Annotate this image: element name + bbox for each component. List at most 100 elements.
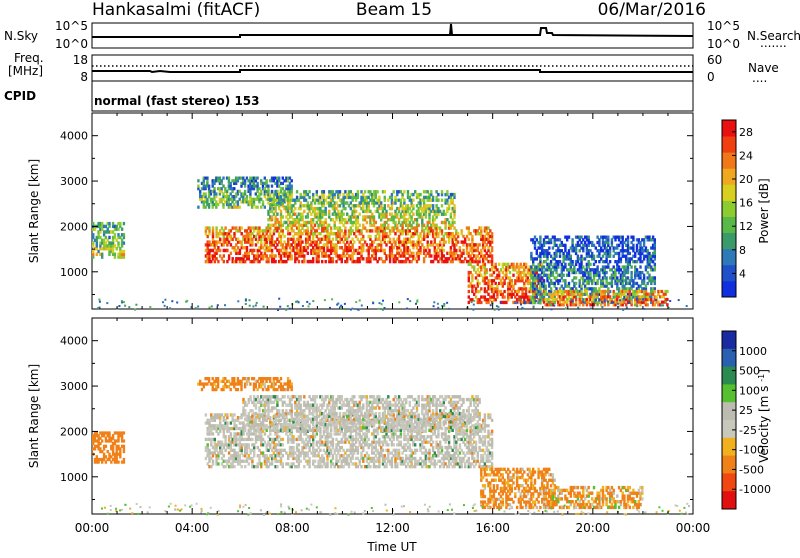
heatmap-cell: [101, 439, 103, 442]
heatmap-cell: [527, 302, 529, 304]
heatmap-cell: [274, 254, 276, 257]
heatmap-cell: [498, 263, 500, 266]
heatmap-cell: [564, 279, 566, 282]
power-colorbar-label: Power [dB]: [757, 178, 771, 243]
colorbar-tick-label: 4: [739, 267, 746, 280]
heatmap-cell: [384, 190, 386, 193]
heatmap-cell: [223, 254, 225, 257]
heatmap-cell: [245, 303, 247, 305]
heatmap-cell: [260, 462, 262, 465]
heatmap-cell: [371, 229, 373, 232]
heatmap-cell: [378, 308, 380, 310]
heatmap-cell: [588, 236, 590, 239]
freq-left-tick-top: 18: [73, 53, 88, 67]
heatmap-cell: [262, 200, 264, 203]
heatmap-cell: [433, 301, 435, 303]
heatmap-cell: [430, 190, 432, 193]
nsky-strip: N.Sky 10^5 10^0 10^5 10^0 N.Search .....…: [4, 19, 800, 51]
heatmap-cell: [328, 224, 330, 227]
heatmap-cell: [575, 276, 577, 279]
heatmap-cell: [331, 298, 333, 300]
heatmap-cell: [564, 244, 566, 247]
heatmap-cell: [337, 303, 339, 305]
heatmap-cell: [491, 246, 493, 249]
heatmap-cell: [376, 190, 378, 193]
heatmap-cell: [430, 254, 432, 257]
heatmap-cell: [605, 276, 607, 279]
heatmap-cell: [462, 249, 464, 252]
heatmap-cell: [303, 210, 305, 213]
heatmap-cell: [212, 226, 214, 229]
heatmap-cell: [540, 302, 542, 304]
heatmap-cell: [468, 238, 470, 241]
y-tick-label: 3000: [60, 175, 88, 188]
heatmap-cell: [473, 304, 475, 306]
heatmap-cell: [437, 193, 439, 196]
heatmap-cell: [162, 301, 164, 303]
heatmap-cell: [292, 446, 294, 449]
heatmap-cell: [622, 309, 624, 311]
heatmap-cell: [164, 299, 166, 301]
heatmap-cell: [568, 236, 570, 239]
heatmap-cell: [412, 213, 414, 216]
heatmap-cell: [512, 274, 514, 277]
heatmap-cell: [351, 308, 353, 310]
heatmap-cell: [666, 303, 668, 306]
heatmap-cell: [123, 439, 125, 442]
heatmap-cell: [176, 302, 178, 304]
heatmap-cell: [263, 306, 265, 308]
date-title: 06/Mar/2016: [598, 0, 706, 20]
heatmap-cell: [274, 190, 276, 193]
heatmap-cell: [568, 282, 570, 285]
heatmap-cell: [589, 263, 591, 266]
heatmap-cell: [453, 193, 455, 196]
heatmap-cell: [582, 303, 584, 306]
colorbar-swatch: [722, 184, 736, 201]
heatmap-region: [92, 222, 125, 259]
heatmap-cell: [517, 302, 519, 304]
heatmap-cell: [525, 263, 527, 266]
heatmap-region: [92, 431, 125, 463]
heatmap-cell: [642, 298, 644, 300]
heatmap-cell: [206, 177, 208, 180]
heatmap-cell: [550, 287, 552, 290]
heatmap-cell: [387, 224, 389, 227]
heatmap-cell: [92, 233, 94, 236]
heatmap-cell: [197, 179, 199, 182]
heatmap-cell: [604, 290, 606, 293]
heatmap-cell: [548, 246, 550, 249]
heatmap-cell: [571, 238, 573, 241]
heatmap-cell: [571, 260, 573, 263]
heatmap-cell: [654, 238, 656, 241]
heatmap-cell: [308, 190, 310, 193]
heatmap-cell: [300, 460, 302, 463]
heatmap-cell: [278, 298, 280, 300]
heatmap-cell: [580, 290, 582, 293]
heatmap-cell: [256, 177, 258, 180]
heatmap-cell: [678, 299, 680, 301]
heatmap-cell: [551, 308, 553, 310]
heatmap-cell: [441, 199, 443, 202]
heatmap-cell: [612, 302, 614, 304]
heatmap-cell: [632, 236, 634, 239]
heatmap-cell: [626, 307, 628, 309]
heatmap-cell: [230, 432, 232, 435]
heatmap-cell: [596, 265, 598, 268]
heatmap-cell: [432, 204, 434, 207]
heatmap-cell: [384, 249, 386, 252]
heatmap-cell: [106, 302, 108, 304]
heatmap-cell: [478, 282, 480, 285]
y-tick-label: 4000: [60, 130, 88, 143]
y-tick-label: 1000: [60, 266, 88, 279]
cpid-strip: CPID normal (fast stereo) 153: [4, 81, 693, 111]
heatmap-cell: [114, 253, 116, 256]
heatmap-cell: [446, 302, 448, 304]
heatmap-cell: [114, 233, 116, 236]
heatmap-cell: [423, 224, 425, 227]
heatmap-cell: [572, 300, 574, 302]
heatmap-cell: [276, 213, 278, 216]
heatmap-cell: [446, 190, 448, 193]
heatmap-cell: [274, 260, 276, 263]
heatmap-cell: [511, 279, 513, 282]
